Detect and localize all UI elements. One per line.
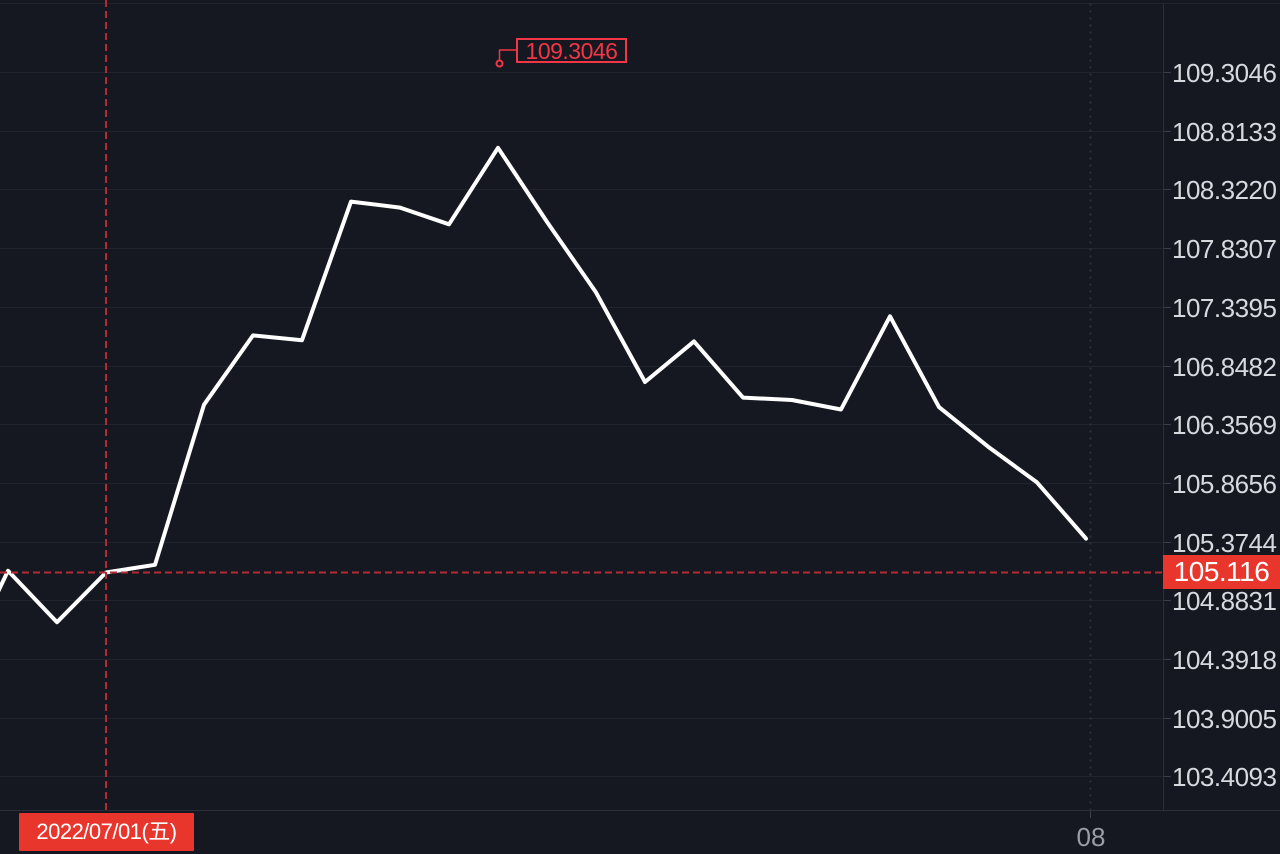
price-axis-label: 106.8482 [1172, 351, 1277, 382]
price-axis-label: 103.9005 [1172, 703, 1277, 734]
high-price-marker-label[interactable]: 109.3046 [516, 37, 627, 63]
price-axis-label: 106.3569 [1172, 409, 1277, 440]
price-line[interactable] [0, 145, 1088, 674]
price-axis-label: 104.3918 [1172, 644, 1277, 675]
time-axis-month-label: 08 [1076, 822, 1106, 852]
crosshair-price-label: 105.116 [1163, 555, 1280, 589]
marker-connector [498, 49, 516, 60]
crosshair-date-label: 2022/07/01(五) [19, 813, 194, 851]
price-axis-label: 104.8831 [1172, 585, 1277, 616]
price-axis-label: 107.8307 [1172, 233, 1277, 264]
price-axis-label: 103.4093 [1172, 761, 1277, 792]
price-axis-label: 105.8656 [1172, 468, 1277, 499]
price-axis-label: 109.3046 [1172, 57, 1277, 88]
price-axis-label: 105.3744 [1172, 527, 1277, 558]
price-axis-label: 108.8133 [1172, 116, 1277, 147]
price-axis-label: 108.3220 [1172, 174, 1277, 205]
price-axis-label: 107.3395 [1172, 292, 1277, 323]
marker-dot[interactable] [495, 59, 504, 68]
